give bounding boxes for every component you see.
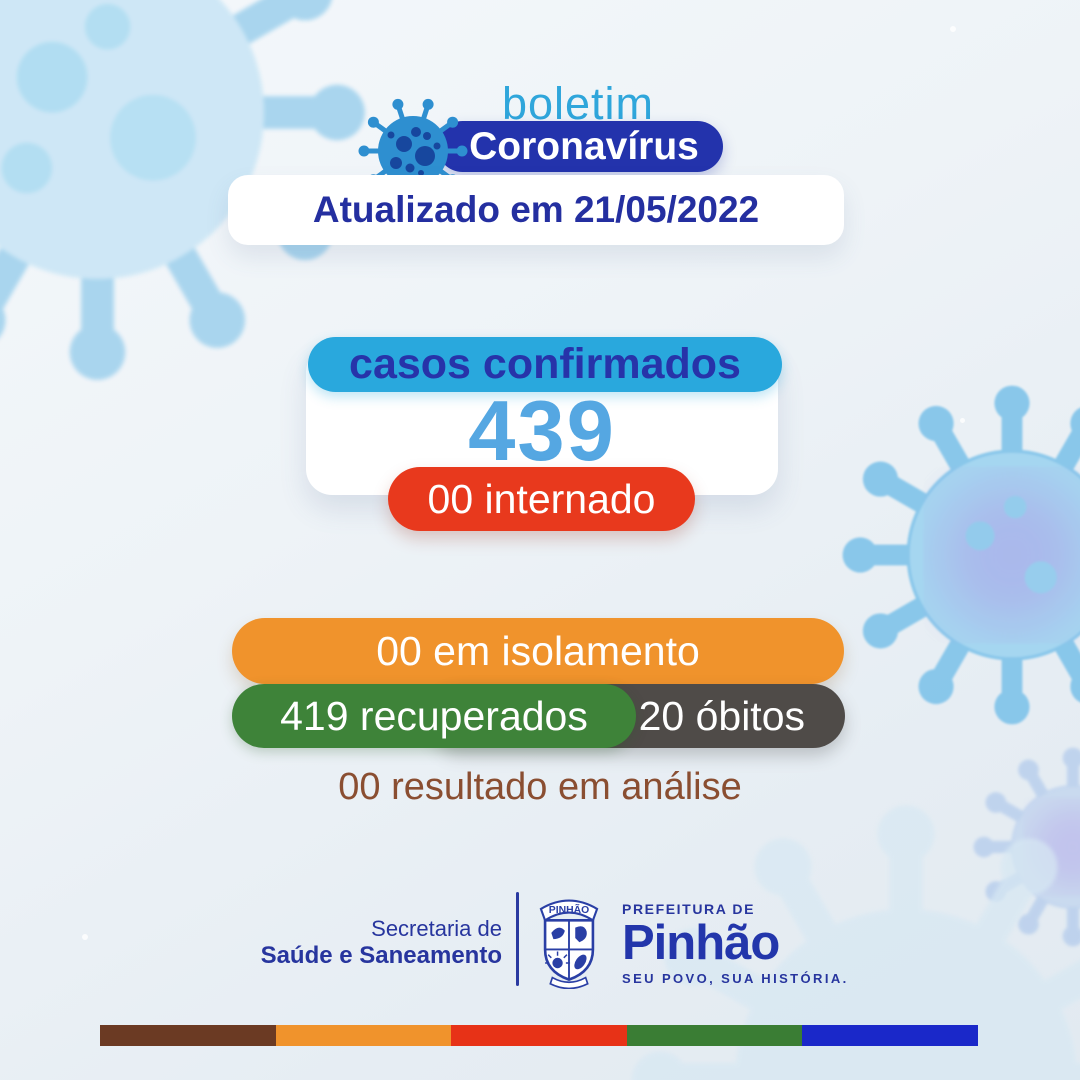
virus-decoration-corner-icon bbox=[968, 742, 1080, 952]
pinhao-coat-of-arms-icon: PINHÃO bbox=[539, 899, 599, 989]
footer-bar-stripe bbox=[100, 1025, 276, 1046]
updated-date-card: Atualizado em 21/05/2022 bbox=[228, 175, 844, 245]
government-brand: PREFEITURA DE Pinhão SEU POVO, SUA HISTÓ… bbox=[622, 901, 849, 986]
isolation-badge: 00 em isolamento bbox=[232, 618, 844, 684]
virus-decoration-right-icon bbox=[833, 376, 1080, 734]
crest-title: PINHÃO bbox=[549, 903, 589, 916]
footer-bar-stripe bbox=[802, 1025, 978, 1046]
confirmed-cases-value: 439 bbox=[468, 384, 616, 479]
footer-bar-stripe bbox=[275, 1025, 452, 1046]
pending-results-text: 00 resultado em análise bbox=[338, 766, 742, 808]
sparkle-dot bbox=[82, 934, 88, 940]
department-line2: Saúde e Saneamento bbox=[260, 942, 502, 969]
government-tagline: SEU POVO, SUA HISTÓRIA. bbox=[622, 971, 849, 986]
sparkle-dot bbox=[960, 418, 965, 423]
footer-divider bbox=[516, 892, 519, 986]
footer-color-bar bbox=[100, 1025, 978, 1046]
bulletin-kicker: boletim bbox=[501, 78, 655, 129]
footer-bar-stripe bbox=[626, 1025, 803, 1046]
confirmed-cases-label: casos confirmados bbox=[308, 337, 782, 392]
government-label: PREFEITURA DE bbox=[622, 901, 756, 917]
government-name: Pinhão bbox=[622, 916, 780, 970]
sparkle-dot bbox=[950, 26, 956, 32]
department-line1: Secretaria de bbox=[371, 916, 502, 941]
hospitalized-badge: 00 internado bbox=[388, 467, 695, 531]
footer-bar-stripe bbox=[451, 1025, 627, 1046]
department-name: Secretaria de Saúde e Saneamento bbox=[230, 916, 502, 970]
bulletin-title-pill: Coronavírus bbox=[437, 121, 723, 172]
recovered-badge: 419 recuperados bbox=[232, 684, 636, 748]
